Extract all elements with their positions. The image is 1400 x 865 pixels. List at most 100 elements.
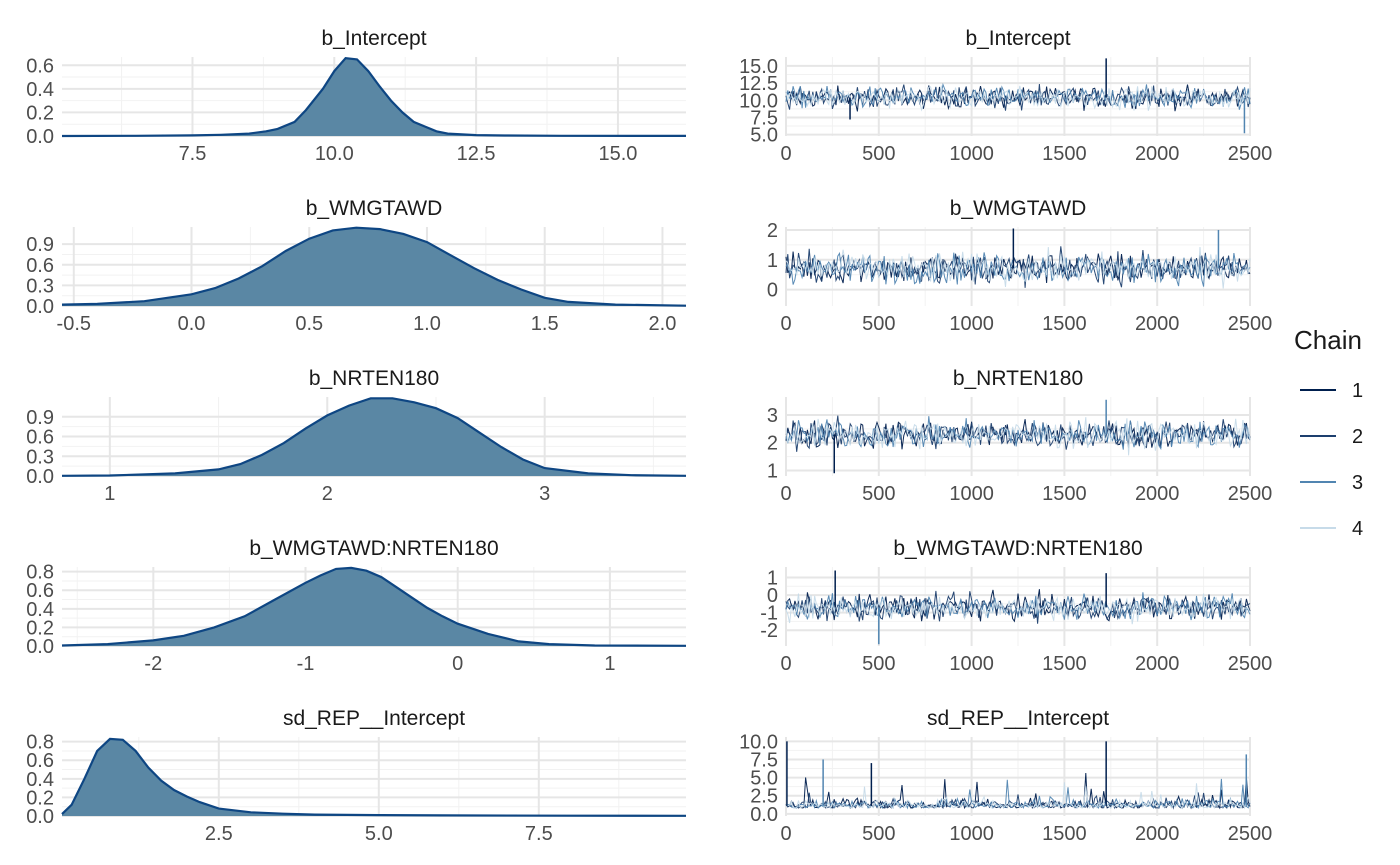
panel-title: b_Intercept — [321, 27, 426, 50]
y-tick-label: 0.3 — [26, 275, 54, 297]
x-tick-label: 1.0 — [413, 313, 441, 335]
legend-label: 1 — [1352, 380, 1363, 402]
legend-title: Chain — [1294, 325, 1362, 355]
x-tick-label: 1 — [604, 653, 615, 675]
x-tick-label: 2000 — [1135, 653, 1180, 675]
x-tick-label: 15.0 — [598, 143, 637, 165]
x-tick-label: 7.5 — [179, 143, 207, 165]
trace-panel: sd_REP__Intercept 0 500 1000 1500 2000 2500 0.0… — [739, 707, 1272, 845]
y-tick-label: 0.4 — [26, 599, 54, 621]
y-tick-label: 1 — [767, 460, 778, 482]
x-tick-label: 3 — [539, 483, 550, 505]
y-tick-label: 10.0 — [739, 731, 778, 753]
x-tick-label: 7.5 — [525, 823, 553, 845]
x-tick-label: 2.0 — [649, 313, 677, 335]
x-tick-label: 500 — [862, 143, 895, 165]
density-line — [61, 57, 687, 138]
x-tick-label: -2 — [144, 653, 162, 675]
y-tick-label: 7.5 — [750, 107, 778, 129]
density-area — [62, 398, 686, 476]
panel-title: sd_REP__Intercept — [283, 707, 465, 730]
y-tick-label: 0.4 — [26, 769, 54, 791]
density-panel: b_Intercept 7.5 10.0 12.5 15.0 0.00.20.40.6 — [26, 27, 687, 165]
panel-title: b_WMGTAWD — [950, 197, 1087, 220]
x-tick-label: 2000 — [1135, 823, 1180, 845]
x-tick-label: 2500 — [1228, 823, 1273, 845]
trace-panel: b_WMGTAWD:NRTEN180 0 500 1000 1500 2000 2500 -2… — [760, 537, 1272, 675]
x-tick-label: 0 — [780, 653, 791, 675]
y-tick-label: 1 — [767, 250, 778, 272]
y-tick-label: 0 — [767, 585, 778, 607]
y-tick-label: 0.0 — [26, 636, 54, 658]
y-tick-label: -1 — [760, 603, 778, 625]
x-tick-label: 500 — [862, 483, 895, 505]
density-area — [62, 738, 686, 816]
x-tick-label: 2000 — [1135, 483, 1180, 505]
x-tick-label: 1000 — [949, 483, 994, 505]
y-tick-label: 1 — [767, 568, 778, 590]
y-tick-label: -2 — [760, 620, 778, 642]
x-tick-label: 0 — [780, 143, 791, 165]
density-line — [61, 566, 687, 647]
legend: Chain 1 2 3 4 — [1294, 325, 1363, 540]
x-tick-label: 2500 — [1228, 313, 1273, 335]
y-tick-label: 0.6 — [26, 750, 54, 772]
y-tick-label: 0.2 — [26, 617, 54, 639]
y-tick-label: 0.6 — [26, 55, 54, 77]
x-tick-label: -1 — [297, 653, 315, 675]
x-tick-label: 1 — [104, 483, 115, 505]
y-tick-label: 0.2 — [26, 102, 54, 124]
trace-line-chain-2 — [785, 246, 1251, 288]
density-panel: b_WMGTAWD-0.5 0.0 0.5 1.0 1.5 2.00.00.30.60.9 — [26, 197, 687, 335]
y-tick-label: 10.0 — [739, 90, 778, 112]
y-tick-label: 0.0 — [750, 804, 778, 826]
x-tick-label: 1.5 — [531, 313, 559, 335]
x-tick-label: 5.0 — [365, 823, 393, 845]
x-tick-label: 0.0 — [178, 313, 206, 335]
density-area — [62, 227, 686, 306]
y-tick-label: 2.5 — [750, 786, 778, 808]
x-tick-label: 1500 — [1042, 143, 1087, 165]
legend-label: 3 — [1352, 472, 1363, 494]
y-tick-label: 0.9 — [26, 234, 54, 256]
trace-line-chain-4 — [785, 782, 1251, 810]
y-tick-label: 2 — [767, 433, 778, 455]
density-panel: b_WMGTAWD:NRTEN180 -2 -1 0 1 0.00.20.40.60.8 — [26, 537, 687, 675]
y-tick-label: 15.0 — [739, 56, 778, 78]
y-tick-label: 3 — [767, 405, 778, 427]
y-tick-label: 0 — [767, 280, 778, 302]
y-tick-label: 0.6 — [26, 255, 54, 277]
y-tick-label: 0.6 — [26, 427, 54, 449]
trace-panel: b_WMGTAWD 0 500 1000 1500 2000 2500 0 1 2 — [767, 197, 1272, 335]
x-tick-label: 12.5 — [457, 143, 496, 165]
x-tick-label: 1000 — [949, 313, 994, 335]
x-tick-label: 0 — [780, 483, 791, 505]
panel-title: b_WMGTAWD:NRTEN180 — [249, 537, 498, 560]
trace-line-chain-3 — [785, 82, 1251, 110]
legend-label: 4 — [1352, 518, 1363, 540]
y-tick-label: 0.0 — [26, 806, 54, 828]
panel-title: b_NRTEN180 — [953, 367, 1083, 390]
x-tick-label: 1000 — [949, 653, 994, 675]
y-tick-label: 0.0 — [26, 296, 54, 318]
x-tick-label: 1000 — [949, 143, 994, 165]
x-tick-label: 1500 — [1042, 653, 1087, 675]
trace-panel: b_Intercept 0 500 1000 1500 2000 2500 5.07.510.… — [739, 27, 1272, 165]
x-tick-label: 2500 — [1228, 143, 1273, 165]
trace-line-chain-4 — [785, 246, 1251, 289]
x-tick-label: 10.0 — [315, 143, 354, 165]
trace-panel: b_NRTEN180 0 500 1000 1500 2000 2500 1 2 3 — [767, 367, 1272, 505]
trace-line-chain-4 — [785, 85, 1251, 112]
x-tick-label: 500 — [862, 823, 895, 845]
y-tick-label: 7.5 — [750, 749, 778, 771]
trace-line-chain-4 — [785, 417, 1251, 456]
x-tick-label: 500 — [862, 653, 895, 675]
density-panel: sd_REP__Intercept 2.5 5.0 7.5 0.00.20.40.60.… — [26, 707, 687, 845]
y-tick-label: 0.0 — [26, 126, 54, 148]
x-tick-label: 2500 — [1228, 483, 1273, 505]
trace-line-chain-3 — [785, 592, 1251, 621]
panel-title: b_Intercept — [965, 27, 1070, 50]
x-tick-label: 1000 — [949, 823, 994, 845]
y-tick-label: 0.8 — [26, 562, 54, 584]
